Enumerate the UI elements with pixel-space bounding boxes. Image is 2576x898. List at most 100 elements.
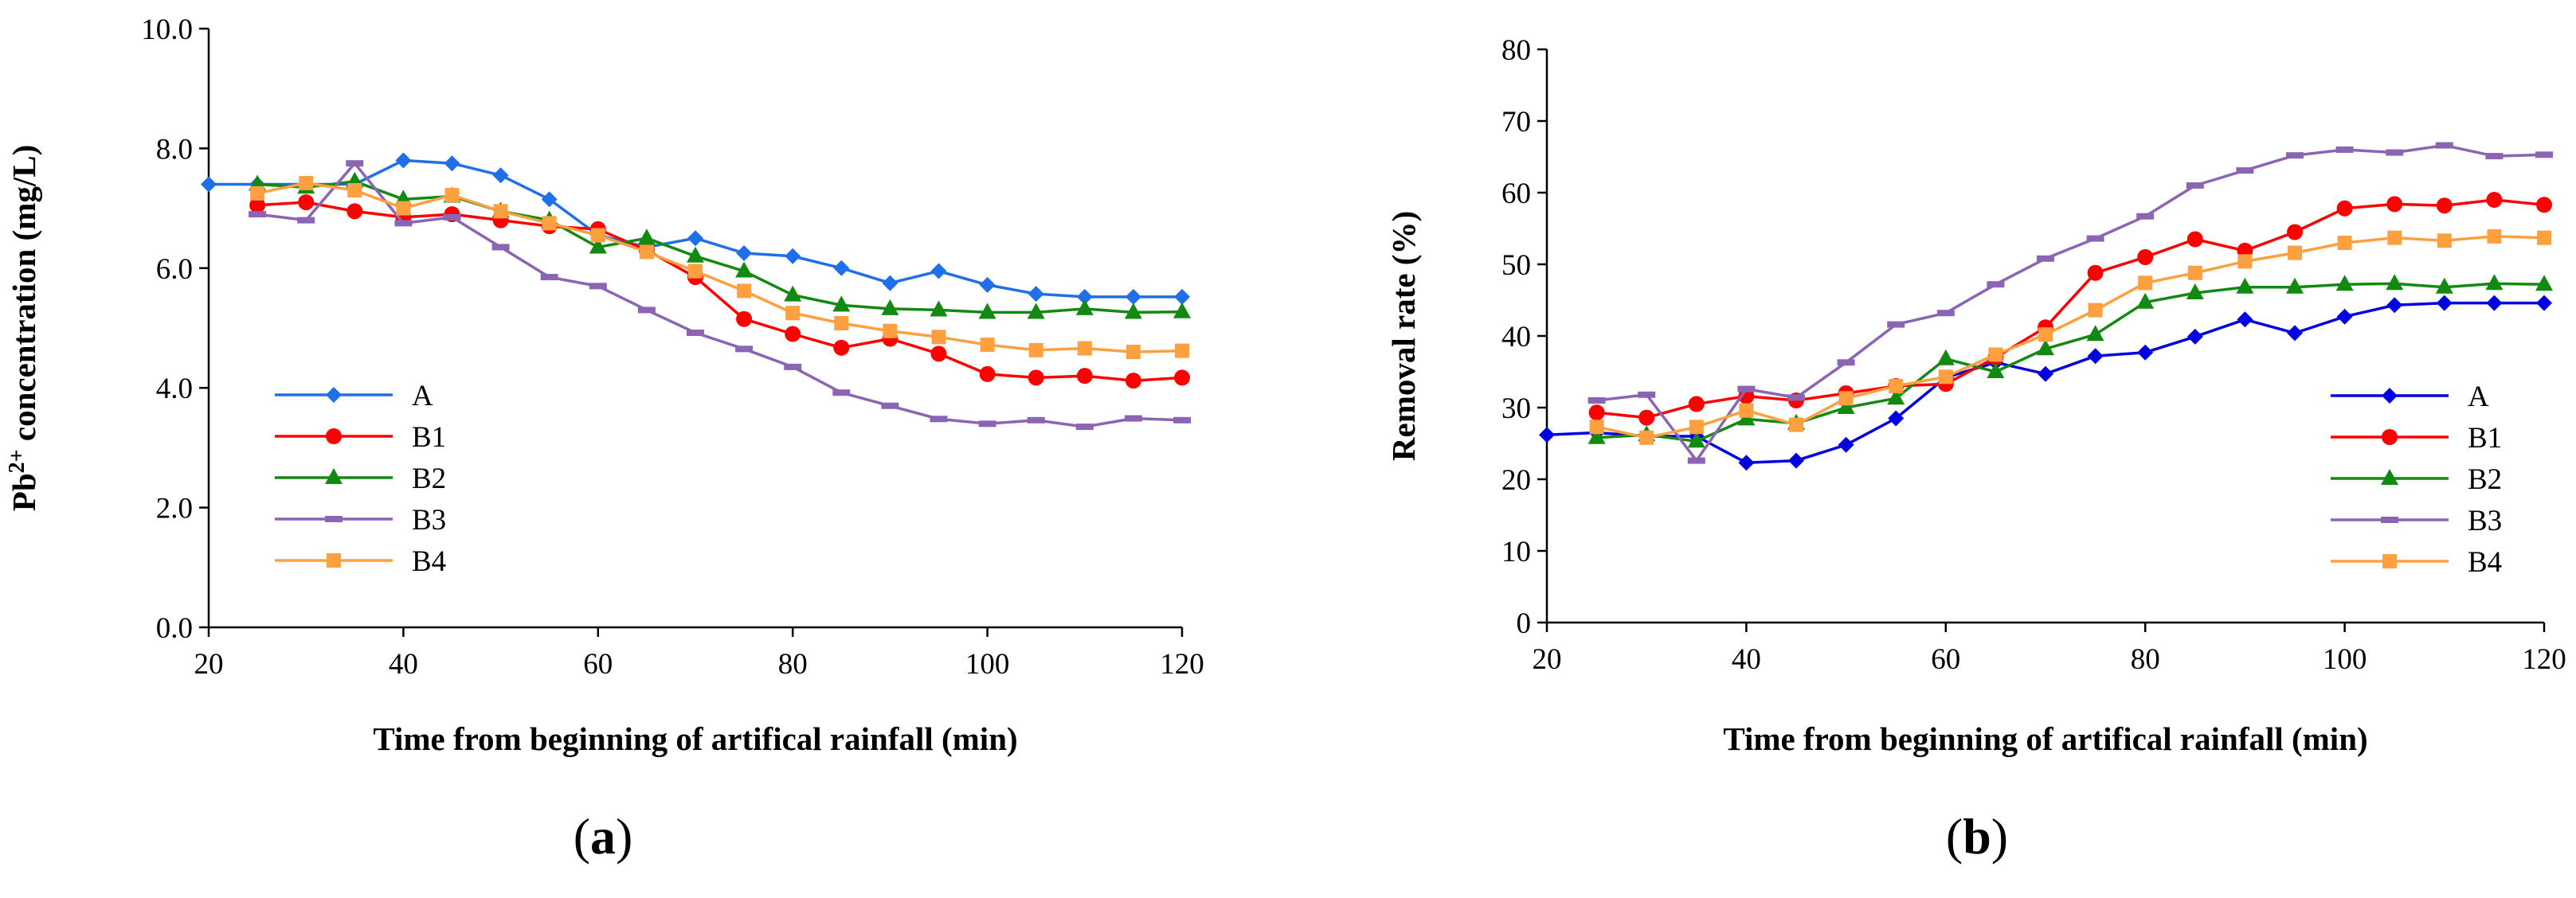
legend-label-B4: B4 bbox=[2468, 546, 2502, 579]
data-point-B4 bbox=[1028, 342, 1043, 357]
x-tick-label: 80 bbox=[778, 648, 808, 681]
data-point-A bbox=[1888, 410, 1905, 427]
data-point-B1 bbox=[1174, 369, 1190, 386]
series-B4 bbox=[1589, 228, 2551, 445]
data-point-B4 bbox=[1589, 420, 1604, 435]
x-tick-label: 20 bbox=[1533, 643, 1562, 676]
data-point-B3 bbox=[297, 217, 315, 224]
legend-marker-B2 bbox=[325, 468, 343, 484]
data-point-B3 bbox=[784, 363, 802, 370]
data-point-A bbox=[492, 167, 509, 184]
x-tick-label: 120 bbox=[2522, 643, 2566, 676]
data-point-A bbox=[687, 230, 703, 247]
data-point-B1 bbox=[1688, 396, 1705, 412]
x-axis-title: Time from beginning of artifical rainfal… bbox=[1723, 720, 2367, 757]
data-point-B2 bbox=[1587, 428, 1606, 444]
data-point-B4 bbox=[2337, 236, 2352, 250]
data-point-B4 bbox=[2437, 233, 2452, 248]
data-point-A bbox=[736, 245, 753, 261]
series-B3 bbox=[249, 160, 1191, 431]
data-point-B4 bbox=[396, 201, 411, 216]
legend-label-B2: B2 bbox=[412, 463, 446, 495]
data-point-B2 bbox=[2086, 325, 2104, 342]
data-point-B3 bbox=[2236, 167, 2254, 174]
data-point-B3 bbox=[978, 420, 996, 428]
data-point-A bbox=[785, 248, 801, 264]
data-point-B4 bbox=[1739, 403, 1754, 418]
data-point-A bbox=[541, 191, 558, 208]
data-point-B2 bbox=[1936, 349, 1955, 365]
data-point-B2 bbox=[1075, 299, 1094, 315]
data-point-B3 bbox=[443, 213, 461, 221]
data-point-A bbox=[2237, 311, 2253, 328]
data-point-B4 bbox=[250, 185, 265, 201]
x-tick-label: 60 bbox=[583, 648, 613, 681]
y-axis-title-superscript: 2+ bbox=[5, 449, 29, 473]
legend-marker-B3 bbox=[325, 516, 343, 522]
data-point-B2 bbox=[2485, 274, 2504, 291]
data-point-B4 bbox=[493, 204, 508, 219]
data-point-B2 bbox=[2535, 275, 2553, 291]
series-B1 bbox=[1588, 192, 2552, 426]
data-point-B2 bbox=[1027, 303, 1045, 319]
data-point-B4 bbox=[1077, 341, 1092, 356]
data-point-B3 bbox=[540, 274, 558, 281]
data-point-B2 bbox=[2136, 292, 2155, 309]
chart-panel-a: 0.0 2.0 4.0 6.0 8.0 10.0 20 40 60 80 100 120 Time fr… bbox=[5, 14, 1204, 865]
data-point-B4 bbox=[1938, 369, 1953, 385]
data-point-B1 bbox=[2336, 200, 2353, 217]
data-point-B3 bbox=[2435, 142, 2453, 149]
data-point-A bbox=[2386, 297, 2403, 314]
data-point-B2 bbox=[2435, 277, 2453, 294]
x-tick-label: 20 bbox=[194, 648, 224, 681]
x-tick-label: 120 bbox=[1160, 648, 1204, 681]
x-tick-label: 40 bbox=[1732, 643, 1761, 676]
data-point-B4 bbox=[2138, 275, 2153, 291]
data-point-A bbox=[1539, 427, 1555, 443]
data-point-B4 bbox=[1838, 391, 1854, 406]
data-point-B3 bbox=[1887, 321, 1905, 328]
data-point-B4 bbox=[590, 228, 605, 243]
panel-label-open: ( bbox=[1946, 808, 1963, 865]
legend-label-B3: B3 bbox=[412, 504, 446, 537]
data-point-B2 bbox=[735, 261, 754, 278]
data-point-B2 bbox=[881, 299, 899, 315]
data-point-B1 bbox=[2137, 249, 2154, 265]
data-point-B4 bbox=[785, 306, 801, 321]
data-point-B4 bbox=[1126, 345, 1141, 360]
data-point-B3 bbox=[832, 389, 851, 396]
legend-marker-A bbox=[326, 387, 342, 403]
y-axis-title-suffix: concentration (mg/L) bbox=[6, 145, 42, 450]
data-point-A bbox=[2336, 308, 2353, 325]
legend-marker-B4 bbox=[2382, 554, 2397, 568]
data-point-A bbox=[2186, 328, 2203, 345]
data-point-B4 bbox=[2088, 303, 2103, 318]
data-point-B2 bbox=[1173, 302, 1191, 318]
data-point-B3 bbox=[1173, 416, 1191, 424]
data-point-B3 bbox=[2037, 255, 2054, 262]
data-point-B3 bbox=[1737, 385, 1756, 392]
data-point-A bbox=[1028, 286, 1044, 303]
series-line-B2 bbox=[256, 180, 1183, 314]
data-point-A bbox=[979, 276, 996, 293]
legend-label-B1: B1 bbox=[2468, 422, 2502, 455]
data-point-A bbox=[1076, 288, 1093, 305]
data-point-A bbox=[2486, 295, 2503, 311]
data-point-B2 bbox=[2186, 283, 2204, 299]
data-point-A bbox=[395, 152, 412, 169]
data-point-B2 bbox=[2037, 339, 2054, 356]
y-tick-label: 4.0 bbox=[156, 373, 193, 405]
x-tick-label: 60 bbox=[1931, 643, 1960, 676]
data-point-B3 bbox=[1075, 424, 1094, 431]
data-point-B1 bbox=[249, 197, 266, 213]
data-point-B3 bbox=[2186, 182, 2204, 189]
x-tick-label: 100 bbox=[965, 648, 1010, 681]
data-point-B1 bbox=[833, 339, 850, 356]
legend-label-B4: B4 bbox=[412, 545, 446, 578]
series-line-B1 bbox=[1596, 198, 2545, 420]
y-axis-title: Removal rate (%) bbox=[1385, 211, 1422, 461]
y-axis-title: Pb2+ concentration (mg/L) bbox=[5, 145, 42, 511]
y-tick-label: 0.0 bbox=[156, 612, 193, 645]
data-point-B3 bbox=[2485, 153, 2504, 160]
data-point-B4 bbox=[1175, 343, 1189, 358]
